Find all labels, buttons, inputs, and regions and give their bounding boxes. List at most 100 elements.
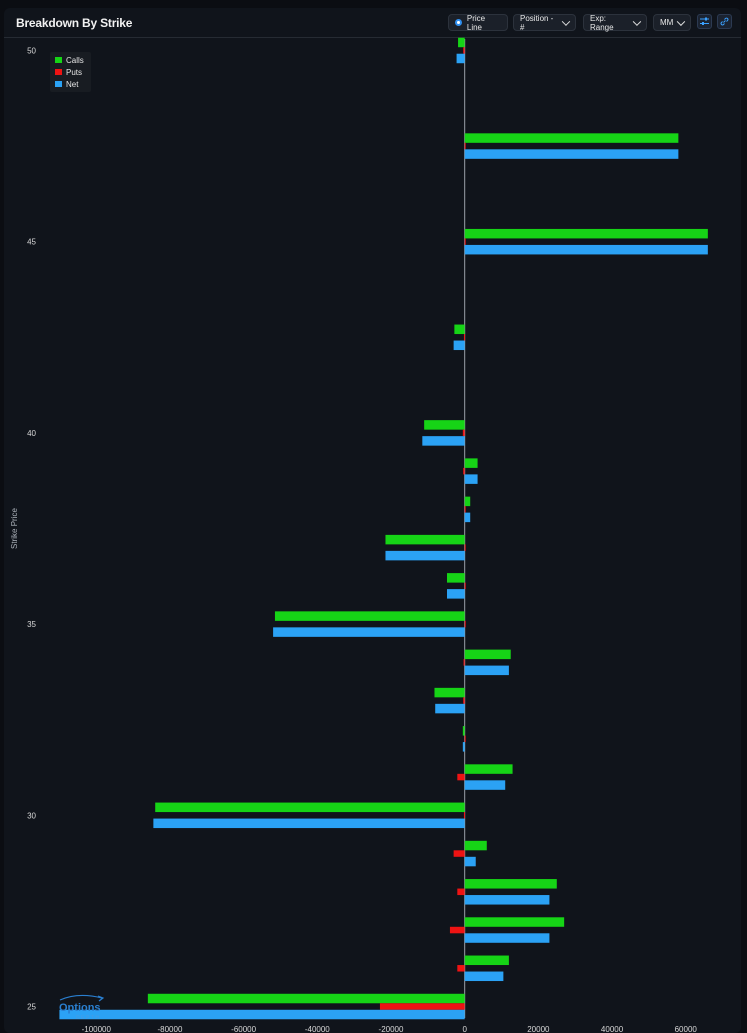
x-tick-label: -60000 <box>231 1025 256 1033</box>
calls-bar-31 <box>464 764 513 774</box>
legend-label-puts: Puts <box>66 68 82 77</box>
calls-bar-29 <box>464 840 487 851</box>
net-bar-26 <box>464 971 504 982</box>
calls-bar-26 <box>464 955 509 966</box>
puts-bar-35 <box>464 620 466 628</box>
net-bar-31 <box>464 780 506 790</box>
calls-bar-39 <box>464 458 478 468</box>
net-bar-30 <box>153 818 465 829</box>
puts-bar-40 <box>462 429 465 437</box>
price-line-label: Price Line <box>466 13 486 32</box>
y-tick-label: 50 <box>27 46 36 55</box>
calls-bar-25 <box>147 993 465 1004</box>
puts-bar-45 <box>464 238 466 245</box>
puts-bar-28 <box>457 888 465 896</box>
net-bar-37 <box>385 550 465 561</box>
net-bar-29 <box>464 856 476 867</box>
legend-label-calls: Calls <box>66 56 84 65</box>
calls-bar-33 <box>434 687 465 698</box>
puts-bar-39 <box>463 467 465 475</box>
y-axis-label: Strike Price <box>10 508 19 549</box>
net-bar-47-5 <box>464 149 679 159</box>
link-icon <box>720 17 729 26</box>
svg-text:Options: Options <box>59 1002 101 1014</box>
calls-bar-28 <box>464 879 557 889</box>
x-tick-label: 0 <box>462 1025 467 1033</box>
calls-bar-34 <box>464 649 511 660</box>
net-bar-45 <box>464 244 708 255</box>
svg-text:DEPTH: DEPTH <box>76 1015 100 1021</box>
calls-bar-30 <box>155 802 465 813</box>
net-bar-33 <box>435 703 465 714</box>
net-bar-38 <box>464 512 471 523</box>
calls-bar-27 <box>464 917 565 927</box>
puts-bar-37 <box>464 544 466 551</box>
puts-bar-47-5 <box>464 142 466 150</box>
position-dropdown[interactable]: Position - # <box>513 13 576 32</box>
puts-bar-26 <box>457 965 465 972</box>
x-tick-label: 40000 <box>601 1025 624 1033</box>
x-tick-label: -20000 <box>379 1025 404 1033</box>
calls-bar-38 <box>464 496 471 507</box>
expiration-dropdown[interactable]: Exp: Range <box>583 13 647 32</box>
chevron-down-icon <box>677 16 686 26</box>
puts-bar-36 <box>464 582 466 590</box>
legend-swatch-calls <box>55 57 62 63</box>
calls-bar-32 <box>462 726 465 736</box>
legend-swatch-net <box>55 81 62 87</box>
puts-bar-34 <box>463 659 465 666</box>
chart-panel: Breakdown By Strike Price Line Position … <box>4 8 741 1033</box>
puts-bar-50 <box>463 47 465 54</box>
y-tick-label: 45 <box>27 238 36 247</box>
net-bar-42-5 <box>453 340 465 351</box>
strike-bar-chart: 50 45 40 35 30 25 -100000 -80000 -60000 -40000 -20… <box>10 37 708 1033</box>
net-bar-40 <box>422 436 465 446</box>
net-bar-32 <box>462 742 465 752</box>
x-tick-label: 20000 <box>527 1025 550 1033</box>
net-bar-35 <box>273 627 465 637</box>
net-bar-28 <box>464 895 550 905</box>
x-tick-label: -40000 <box>305 1025 330 1033</box>
share-link-button[interactable] <box>717 14 732 29</box>
calls-bar-47-5 <box>464 133 679 143</box>
calls-bar-36 <box>447 573 465 583</box>
sliders-icon <box>700 17 709 25</box>
net-bar-36 <box>447 589 465 599</box>
puts-bar-32 <box>464 735 466 743</box>
puts-bar-30 <box>463 812 465 819</box>
calls-bar-50 <box>458 37 465 48</box>
x-tick-label: -80000 <box>157 1025 182 1033</box>
calls-bar-42-5 <box>454 324 465 335</box>
net-bar-34 <box>464 665 509 676</box>
radio-icon <box>455 19 462 26</box>
net-bar-50 <box>456 53 465 64</box>
mm-label: MM <box>660 18 674 27</box>
puts-bar-33 <box>463 697 465 704</box>
y-tick-label: 30 <box>27 811 36 820</box>
y-tick-label: 35 <box>27 620 36 629</box>
legend-label-net: Net <box>66 80 79 89</box>
exp-label: Exp: Range <box>590 13 614 32</box>
y-tick-label: 25 <box>27 1003 36 1012</box>
position-label: Position - # <box>520 13 554 32</box>
legend-swatch-puts <box>55 69 62 75</box>
calls-bar-35 <box>274 611 465 621</box>
panel-title: Breakdown By Strike <box>16 16 133 30</box>
filter-settings-button[interactable] <box>697 14 712 29</box>
puts-bar-25 <box>379 1003 465 1010</box>
net-bar-25 <box>59 1009 465 1020</box>
puts-bar-27 <box>449 926 465 934</box>
net-bar-27 <box>464 933 550 943</box>
puts-bar-29 <box>453 850 465 857</box>
puts-bar-38 <box>464 506 466 513</box>
mm-dropdown[interactable]: MM <box>653 14 691 31</box>
options-depth-logo: Options DEPTH <box>59 994 105 1021</box>
x-tick-label: -100000 <box>82 1025 112 1033</box>
calls-bar-40 <box>424 420 465 430</box>
price-line-toggle[interactable]: Price Line <box>448 13 508 32</box>
x-tick-label: 60000 <box>675 1025 698 1033</box>
panel-header: Breakdown By Strike Price Line Position … <box>4 8 741 38</box>
chevron-down-icon <box>633 16 642 26</box>
calls-bar-37 <box>385 534 465 545</box>
calls-bar-45 <box>464 228 708 239</box>
